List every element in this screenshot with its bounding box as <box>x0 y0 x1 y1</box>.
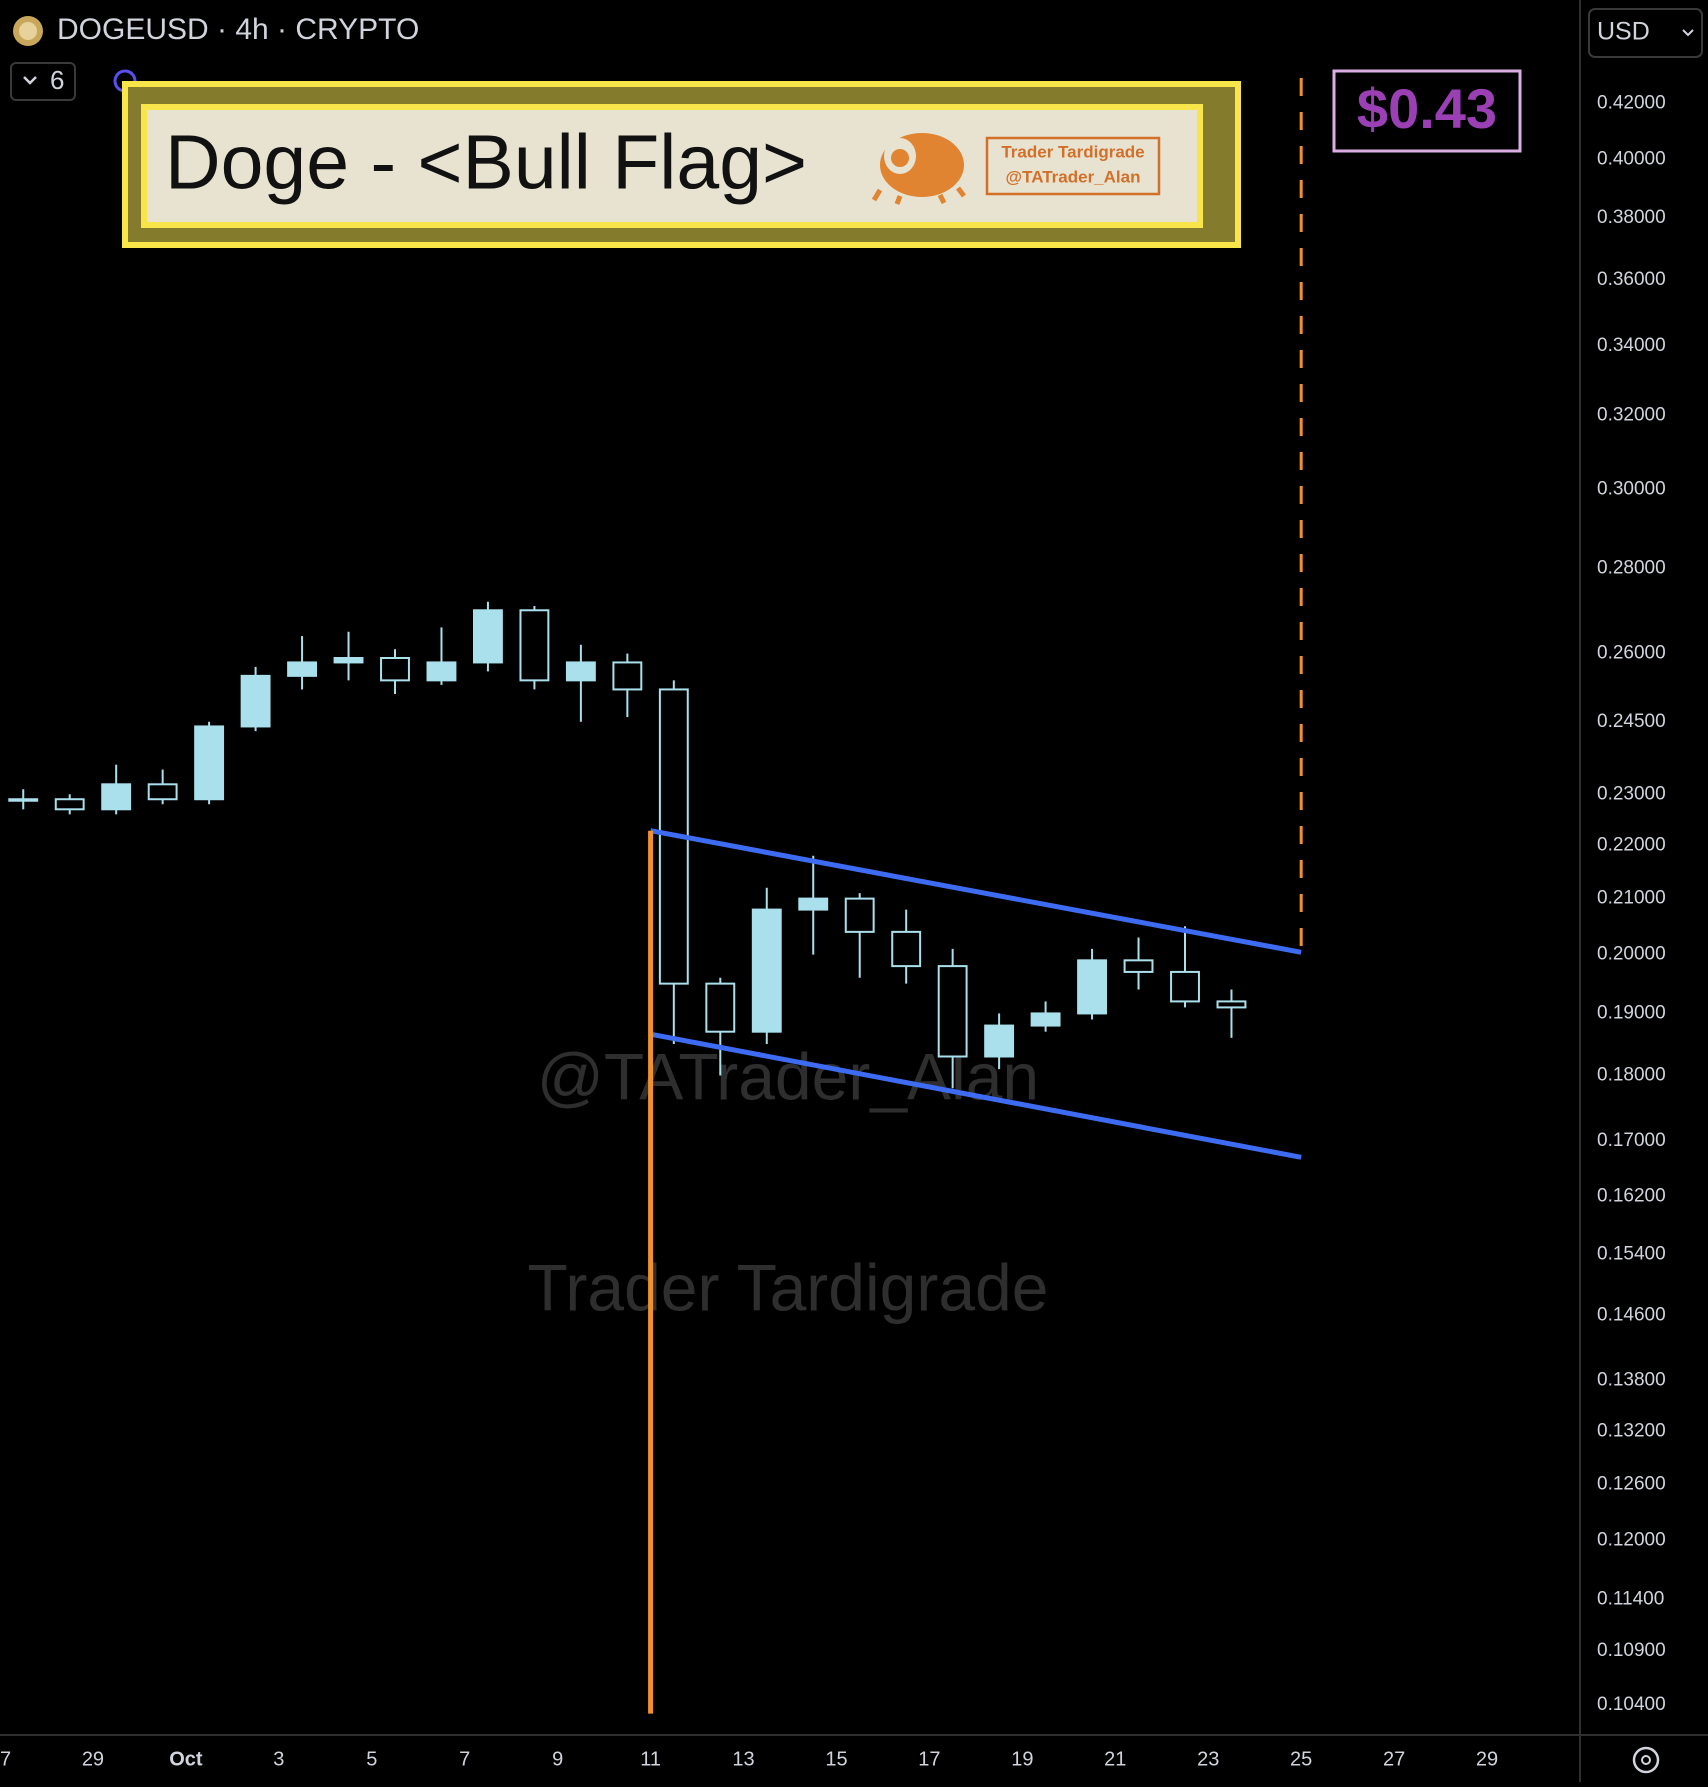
y-tick-label: 0.17000 <box>1597 1130 1666 1151</box>
candle-body <box>1170 970 1200 1003</box>
candle-body <box>101 783 132 811</box>
y-tick-label: 0.19000 <box>1597 1002 1666 1023</box>
watermark: Trader Tardigrade <box>528 1250 1049 1324</box>
x-tick-label: 15 <box>825 1748 847 1770</box>
x-tick-label: 27 <box>1383 1748 1405 1770</box>
plot-area <box>8 71 1303 1714</box>
candle-body <box>333 656 364 664</box>
x-tick-label: 29 <box>82 1748 104 1770</box>
settings-icon[interactable] <box>1632 1746 1660 1774</box>
y-tick-label: 0.13200 <box>1597 1420 1666 1441</box>
candle-body <box>612 661 643 691</box>
settings-icon-inner <box>1641 1755 1651 1765</box>
brand-handle: @TATrader_Alan <box>1006 167 1141 186</box>
y-tick-label: 0.30000 <box>1597 478 1666 499</box>
candle-body <box>705 982 736 1033</box>
y-tick-label: 0.14600 <box>1597 1305 1666 1326</box>
x-tick-label: 13 <box>732 1748 754 1770</box>
candle-body <box>287 661 317 677</box>
y-tick-label: 0.42000 <box>1597 92 1666 113</box>
indicator-toggle[interactable] <box>10 62 76 101</box>
x-tick-label: 11 <box>640 1748 661 1770</box>
y-tick-label: 0.40000 <box>1597 148 1666 169</box>
candle-body <box>565 661 596 682</box>
candle-body <box>798 897 829 911</box>
y-tick-label: 0.20000 <box>1597 944 1666 965</box>
indicator-count: 6 <box>50 65 64 95</box>
y-tick-label: 0.10900 <box>1597 1640 1666 1661</box>
pattern-line <box>650 828 1302 955</box>
banner-title: Doge - <Bull Flag> <box>165 119 807 205</box>
candle-body <box>984 1024 1015 1058</box>
y-tick-label: 0.12000 <box>1597 1530 1666 1551</box>
candle-body <box>380 656 410 682</box>
currency-label: USD <box>1597 18 1650 46</box>
target-box <box>1332 69 1522 153</box>
y-tick-label: 0.23000 <box>1597 783 1666 804</box>
y-tick-label: 0.32000 <box>1597 404 1666 425</box>
y-tick-label: 0.11400 <box>1597 1589 1664 1610</box>
y-tick-label: 0.13800 <box>1597 1369 1666 1390</box>
y-tick-label: 0.12600 <box>1597 1474 1666 1495</box>
y-tick-label: 0.16200 <box>1597 1185 1666 1206</box>
coin-icon-inner <box>19 22 37 40</box>
y-tick-label: 0.18000 <box>1597 1064 1666 1085</box>
candle-body <box>473 609 503 664</box>
x-tick-label: 9 <box>552 1748 563 1770</box>
candle-body <box>426 661 457 682</box>
tardigrade-logo <box>871 133 966 205</box>
candle-body <box>519 609 550 682</box>
x-tick-label: 27 <box>0 1748 11 1770</box>
y-tick-label: 0.24500 <box>1597 711 1666 732</box>
brand-box <box>985 136 1161 196</box>
candle-body <box>1216 1000 1247 1009</box>
candle-body <box>240 674 271 728</box>
currency-select[interactable] <box>1588 8 1703 58</box>
x-tick-label: 17 <box>918 1748 940 1770</box>
y-tick-label: 0.21000 <box>1597 888 1666 909</box>
y-tick-label: 0.36000 <box>1597 269 1666 290</box>
candle-body <box>8 798 39 802</box>
y-tick-label: 0.38000 <box>1597 207 1666 228</box>
x-tick-label: 5 <box>366 1748 377 1770</box>
candle-body <box>1123 959 1154 973</box>
candle-body <box>1030 1012 1061 1027</box>
x-tick-label: 7 <box>459 1748 470 1770</box>
y-tick-label: 0.26000 <box>1597 643 1666 664</box>
x-tick-label: 19 <box>1011 1748 1033 1770</box>
x-tick-label: 29 <box>1476 1748 1498 1770</box>
candle-body <box>1077 959 1108 1015</box>
symbol-title: DOGEUSD · 4h · CRYPTO <box>57 13 419 46</box>
candle-body <box>937 965 968 1058</box>
x-tick-label: 25 <box>1290 1748 1312 1770</box>
candle-body <box>844 897 875 933</box>
x-tick-label: 3 <box>273 1748 284 1770</box>
y-tick-label: 0.22000 <box>1597 834 1666 855</box>
chevron-icon <box>23 76 37 85</box>
target-label: $0.43 <box>1357 77 1497 140</box>
candle-body <box>751 908 782 1033</box>
banner-box <box>141 104 1203 228</box>
candle-body <box>147 783 178 801</box>
y-tick-label: 0.15400 <box>1597 1243 1666 1264</box>
x-tick-label: 21 <box>1104 1748 1126 1770</box>
brand-name: Trader Tardigrade <box>1001 142 1144 161</box>
x-tick-label: 23 <box>1197 1748 1219 1770</box>
y-tick-label: 0.10400 <box>1597 1694 1666 1715</box>
candle-body <box>194 725 225 801</box>
chevron-icon <box>1682 29 1694 37</box>
x-tick-label: Oct <box>169 1748 203 1770</box>
pattern-line <box>650 1031 1302 1160</box>
candle-body <box>891 930 922 968</box>
y-tick-label: 0.34000 <box>1597 335 1666 356</box>
candle-body <box>54 798 85 811</box>
y-tick-label: 0.28000 <box>1597 558 1666 579</box>
